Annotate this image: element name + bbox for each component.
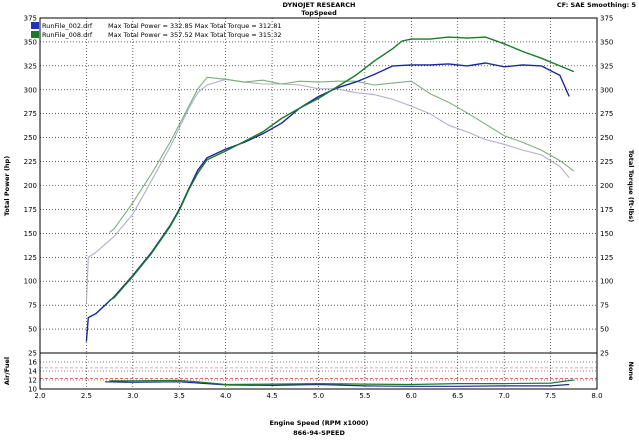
y-tick-label-right: 325 (600, 62, 613, 70)
airfuel-tick-label: 12 (28, 377, 37, 385)
main-plot-grid (39, 17, 598, 354)
x-tick-label: 6.5 (452, 392, 463, 400)
x-tick-label: 7.0 (499, 392, 510, 400)
y-tick-label-right: 250 (600, 134, 613, 142)
y-tick-label-right: 300 (600, 86, 613, 94)
y-tick-label-left: 50 (28, 326, 37, 334)
y-tick-label-left: 75 (28, 302, 37, 310)
y-tick-label-right: 200 (600, 182, 613, 190)
legend-file-run002: RunFile_002.drf (42, 22, 93, 30)
x-tick-label: 6.0 (406, 392, 417, 400)
y-tick-label-right: 225 (600, 158, 613, 166)
y-axis-label-torque: Total Torque (ft-lbs) (627, 150, 635, 223)
airfuel-tick-label: 10 (28, 386, 37, 394)
series-torque-runfile008drf (109, 76, 575, 233)
x-tick-label: 5.0 (313, 392, 324, 400)
legend-text-run008: Max Total Power = 357.52 Max Total Torqu… (108, 31, 282, 39)
legend: RunFile_002.drf Max Total Power = 332.85… (31, 22, 282, 39)
y-tick-label-left: 375 (24, 15, 37, 23)
y-tick-label-right: 25 (600, 350, 609, 358)
settings-label: CF: SAE Smoothing: 5 (557, 1, 637, 9)
y-tick-label-left: 225 (24, 158, 37, 166)
x-tick-label: 3.0 (127, 392, 138, 400)
y-tick-label-right: 375 (600, 15, 613, 23)
y-tick-label-right: 275 (600, 110, 613, 118)
footer-phone: 866-94-SPEED (293, 429, 345, 437)
y-axis-label-power: Total Power (hp) (3, 156, 11, 216)
y-tick-label-right: 100 (600, 278, 613, 286)
series-airfuel-runfile002drf (104, 381, 570, 387)
legend-swatch-run002 (31, 22, 39, 29)
y-tick-label-left: 25 (28, 350, 37, 358)
y-tick-label-left: 275 (24, 110, 37, 118)
y-tick-label-right: 150 (600, 230, 613, 238)
series-power-runfile008drf (109, 36, 575, 301)
legend-text-run002: Max Total Power = 332.85 Max Total Torqu… (108, 22, 282, 30)
legend-swatch-run008 (31, 31, 39, 38)
x-tick-label: 2.5 (81, 392, 92, 400)
airfuel-tick-label: 14 (28, 368, 37, 376)
y-tick-label-left: 100 (24, 278, 37, 286)
series-power-runfile002drf (85, 62, 570, 342)
tick-labels: 25 25 50 50 75 75 100 100 125 125 150 150 175 175 200 2… (24, 15, 614, 401)
legend-file-run008: RunFile_008.drf (42, 31, 93, 39)
y-tick-label-left: 125 (24, 254, 37, 262)
y-tick-label-left: 150 (24, 230, 37, 238)
airfuel-plot-frame (39, 352, 598, 390)
y-tick-label-left: 300 (24, 86, 37, 94)
x-tick-label: 4.0 (220, 392, 231, 400)
y-tick-label-left: 175 (24, 206, 37, 214)
y-tick-label-right: 175 (600, 206, 613, 214)
series-layer (85, 36, 575, 387)
y-tick-label-right: 350 (600, 38, 613, 46)
x-tick-label: 3.5 (174, 392, 185, 400)
x-axis-label: Engine Speed (RPM x1000) (269, 419, 368, 427)
y-tick-label-right: 75 (600, 302, 609, 310)
y-tick-label-left: 350 (24, 38, 37, 46)
series-airfuel-runfile008drf (109, 379, 574, 386)
chart-title: DYNOJET RESEARCH (283, 1, 356, 9)
y-axis-label-none: None (627, 362, 635, 382)
x-tick-label: 8.0 (591, 392, 602, 400)
chart-subtitle: TopSpeed (301, 9, 337, 17)
x-tick-label: 4.5 (267, 392, 278, 400)
y-tick-label-left: 325 (24, 62, 37, 70)
y-tick-label-left: 250 (24, 134, 37, 142)
airfuel-tick-label: 16 (28, 359, 37, 367)
y-tick-label-left: 200 (24, 182, 37, 190)
y-axis-label-airfuel: Air/Fuel (3, 357, 11, 385)
series-torque-runfile002drf (85, 78, 570, 304)
main-plot-frame (39, 17, 598, 354)
y-tick-label-right: 50 (600, 326, 609, 334)
x-tick-label: 5.5 (359, 392, 370, 400)
x-tick-label: 2.0 (34, 392, 45, 400)
x-tick-label: 7.5 (545, 392, 556, 400)
y-tick-label-right: 125 (600, 254, 613, 262)
